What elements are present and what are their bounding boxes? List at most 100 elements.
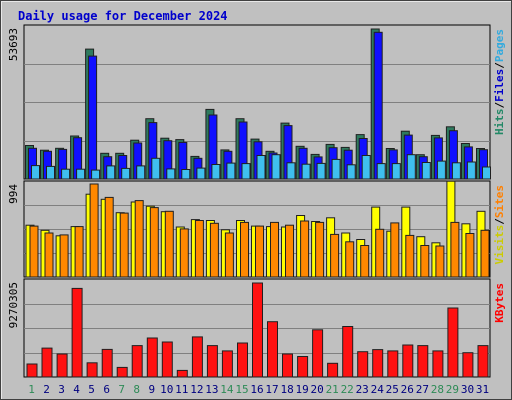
legend-item-pages-files-hits-2: Files: [493, 69, 506, 102]
bar-pages-day-31: [482, 166, 491, 180]
bar-sites-day-3: [59, 234, 69, 278]
bar-sites-day-20: [315, 221, 325, 278]
bar-pages-day-7: [121, 167, 131, 180]
bar-kbytes-day-1: [26, 363, 38, 378]
bar-pages-day-4: [76, 168, 86, 180]
bar-kbytes-day-10: [161, 341, 173, 378]
bar-pages-day-28: [436, 160, 446, 180]
bar-kbytes-day-9: [146, 337, 158, 378]
x-tick-label-17: 17: [265, 383, 278, 396]
bar-sites-day-9: [149, 207, 159, 278]
bar-kbytes-day-23: [357, 351, 369, 378]
x-tick-label-20: 20: [310, 383, 323, 396]
x-tick-label-11: 11: [175, 383, 188, 396]
bar-sites-day-16: [255, 225, 264, 278]
bar-sites-day-17: [270, 221, 279, 278]
bar-kbytes-day-29: [447, 307, 459, 378]
bar-sites-day-24: [375, 228, 385, 278]
bar-kbytes-day-31: [477, 345, 489, 378]
x-tick-label-15: 15: [235, 383, 248, 396]
x-tick-label-25: 25: [386, 383, 399, 396]
bar-pages-day-16: [256, 155, 266, 180]
x-tick-label-2: 2: [43, 383, 50, 396]
bar-pages-day-1: [31, 165, 40, 180]
bar-pages-day-15: [241, 163, 251, 180]
x-tick-label-9: 9: [148, 383, 155, 396]
series-legend-kbytes: KBytes: [493, 283, 506, 323]
bar-pages-day-8: [136, 165, 146, 180]
x-tick-label-18: 18: [280, 383, 293, 396]
bar-sites-day-5: [89, 183, 99, 278]
series-legend-sites-visits: Visits/Sites: [493, 185, 506, 265]
bar-sites-day-6: [104, 196, 114, 278]
bar-sites-day-26: [405, 234, 415, 278]
x-tick-label-26: 26: [401, 383, 414, 396]
legend-item-pages-files-hits-3: /: [493, 62, 506, 69]
bar-kbytes-day-22: [342, 326, 354, 378]
bar-kbytes-day-4: [71, 287, 83, 378]
legend-item-sites-visits-2: Sites: [493, 185, 506, 218]
bar-kbytes-day-19: [297, 356, 309, 378]
bar-pages-day-12: [196, 167, 206, 180]
bar-kbytes-day-24: [372, 349, 384, 378]
bar-sites-day-27: [420, 245, 430, 278]
legend-item-pages-files-hits-0: Hits: [493, 109, 506, 136]
bar-sites-day-14: [224, 232, 234, 278]
x-tick-label-31: 31: [476, 383, 489, 396]
legend-item-sites-visits-1: /: [493, 218, 506, 225]
bar-pages-day-5: [91, 169, 101, 180]
ymax-label-kbytes: 9270305: [7, 282, 20, 328]
bar-sites-day-10: [164, 210, 174, 278]
bar-sites-day-15: [240, 221, 249, 278]
x-tick-label-1: 1: [28, 383, 35, 396]
legend-item-pages-files-hits-4: Pages: [493, 29, 506, 62]
bar-sites-day-22: [345, 241, 355, 278]
x-tick-label-3: 3: [58, 383, 65, 396]
bar-kbytes-day-17: [267, 321, 278, 378]
bar-kbytes-day-5: [86, 362, 98, 378]
bar-kbytes-day-11: [176, 369, 188, 378]
bar-pages-day-2: [46, 165, 55, 180]
legend-item-kbytes-0: KBytes: [493, 283, 506, 323]
bar-kbytes-day-14: [221, 350, 233, 378]
bar-kbytes-day-2: [41, 347, 53, 378]
bar-pages-day-25: [391, 163, 401, 180]
bar-files-day-5: [88, 55, 98, 180]
bar-sites-day-18: [285, 224, 294, 278]
bar-kbytes-day-20: [312, 329, 324, 378]
bar-sites-day-23: [360, 245, 370, 278]
bar-pages-day-13: [211, 164, 221, 180]
bar-pages-day-22: [346, 164, 356, 180]
legend-item-sites-visits-0: Visits: [493, 225, 506, 265]
bar-pages-day-29: [451, 162, 461, 180]
bar-pages-day-26: [406, 154, 416, 180]
chart-title: Daily usage for December 2024: [18, 9, 228, 23]
x-tick-label-27: 27: [416, 383, 429, 396]
bar-pages-day-19: [301, 163, 311, 180]
bar-pages-day-11: [181, 169, 191, 180]
bar-kbytes-day-21: [327, 362, 339, 378]
bar-pages-day-21: [331, 158, 341, 180]
bar-kbytes-day-25: [387, 350, 399, 378]
bar-kbytes-day-28: [432, 350, 444, 378]
x-tick-label-30: 30: [461, 383, 474, 396]
bar-kbytes-day-15: [237, 342, 248, 378]
x-tick-label-28: 28: [431, 383, 444, 396]
bar-files-day-24: [373, 31, 383, 180]
bar-kbytes-day-3: [56, 353, 68, 378]
bar-sites-day-13: [209, 222, 219, 278]
bar-pages-day-17: [271, 154, 281, 180]
bar-sites-day-19: [300, 220, 310, 278]
bar-sites-day-29: [450, 221, 460, 278]
bar-pages-day-14: [226, 162, 236, 180]
x-tick-label-19: 19: [295, 383, 308, 396]
bar-pages-day-20: [316, 162, 326, 180]
bar-kbytes-day-26: [402, 344, 414, 378]
bar-kbytes-day-7: [116, 366, 128, 378]
bar-kbytes-day-13: [206, 345, 218, 378]
bar-sites-day-12: [194, 220, 204, 278]
bar-sites-day-28: [435, 245, 445, 278]
bar-sites-day-4: [74, 226, 84, 278]
series-legend-pages-files-hits: Hits/Files/Pages: [493, 29, 506, 135]
